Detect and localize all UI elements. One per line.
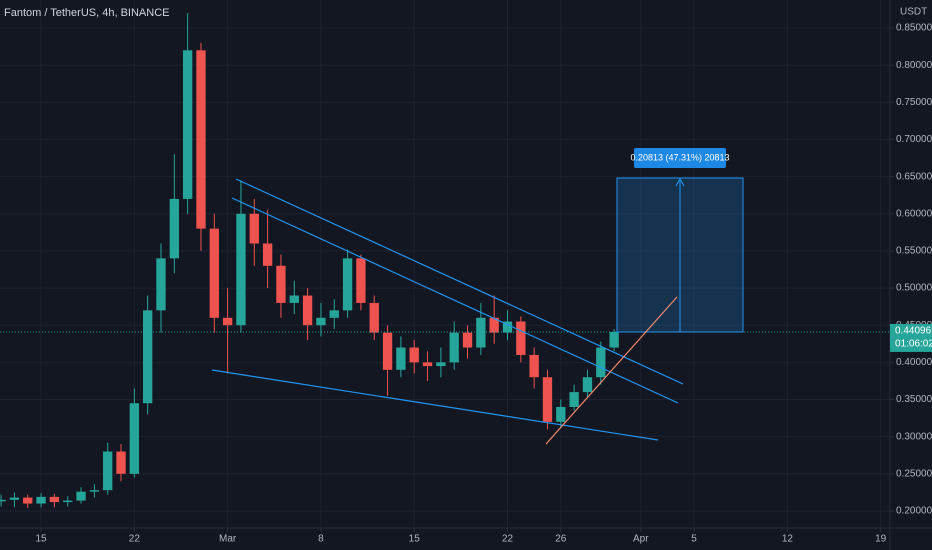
candle-body — [182, 50, 193, 199]
x-tick-label: Apr — [633, 534, 649, 545]
axes: 0.200000.250000.300000.350000.400000.450… — [35, 23, 932, 545]
x-tick-label: 15 — [35, 534, 47, 545]
candle-body — [289, 295, 299, 303]
x-tick-label: 12 — [782, 534, 794, 545]
drawings: 0.20813 (47.31%) 20813 — [211, 148, 744, 445]
candle-body — [422, 362, 433, 367]
candle-body — [316, 317, 326, 326]
candle-body — [76, 491, 86, 501]
candle-body — [342, 258, 353, 311]
y-tick-label: 0.30000 — [896, 431, 932, 442]
candle-body — [156, 258, 166, 311]
measure-label: 0.20813 (47.31%) 20813 — [630, 152, 729, 162]
y-tick-label: 0.65000 — [896, 171, 932, 182]
candle-body — [103, 451, 113, 491]
candle-body — [609, 331, 619, 348]
candle-body — [23, 497, 33, 504]
last-price-label: 0.44096 — [895, 326, 932, 337]
x-tick-label: 5 — [691, 534, 697, 545]
candle-body — [49, 496, 60, 503]
candle-body — [596, 347, 606, 378]
candle-body — [502, 321, 513, 333]
candle-body — [129, 403, 140, 474]
candle-body — [516, 321, 526, 355]
candle-body — [369, 302, 379, 333]
trend-line — [211, 369, 659, 441]
countdown: 01:06:02 — [895, 339, 932, 350]
y-tick-label: 0.20000 — [896, 506, 932, 517]
candle-body — [236, 213, 246, 326]
candle-body — [209, 228, 219, 318]
x-tick-label: 8 — [318, 534, 324, 545]
candle-body — [436, 362, 446, 367]
candle-body — [462, 332, 473, 348]
y-tick-label: 0.55000 — [896, 246, 932, 257]
y-tick-label: 0.50000 — [896, 283, 932, 294]
candle-body — [489, 317, 499, 333]
y-tick-label: 0.25000 — [896, 468, 932, 479]
y-unit: USDT — [900, 7, 927, 18]
candle-body — [276, 265, 286, 303]
chart-title: Fantom / TetherUS, 4h, BINANCE — [4, 7, 169, 19]
candle-body — [249, 213, 259, 244]
candle-body — [9, 497, 20, 500]
trend-line — [231, 197, 679, 404]
trend-line — [545, 296, 678, 445]
candle-body — [356, 258, 366, 303]
candle-body — [63, 500, 73, 503]
candle-body — [449, 332, 459, 363]
candle-body — [582, 377, 593, 393]
x-tick-label: 22 — [502, 534, 514, 545]
trend-line — [235, 178, 684, 385]
y-tick-label: 0.75000 — [896, 97, 932, 108]
candle-body — [262, 243, 273, 266]
candle-body — [116, 451, 126, 474]
candle-body — [36, 496, 46, 504]
measure-label-box — [634, 148, 726, 168]
candle-body — [569, 392, 579, 407]
y-tick-label: 0.70000 — [896, 134, 932, 145]
candle-body — [302, 295, 313, 326]
candle-body — [222, 317, 233, 326]
candle-body — [409, 347, 419, 363]
y-tick-label: 0.85000 — [896, 23, 932, 34]
candle-body — [476, 317, 486, 348]
candle-body — [196, 50, 206, 229]
x-tick-label: 26 — [555, 534, 567, 545]
x-tick-label: 19 — [875, 534, 887, 545]
candle-body — [529, 354, 539, 378]
last-price-box — [890, 323, 932, 352]
x-tick-label: 22 — [129, 534, 141, 545]
y-tick-label: 0.60000 — [896, 208, 932, 219]
candle-body — [542, 377, 553, 422]
candle-body — [143, 310, 153, 404]
candle-body — [169, 198, 179, 259]
y-tick-label: 0.80000 — [896, 60, 932, 71]
measure-arrowhead — [675, 177, 685, 187]
candle-body — [396, 347, 406, 370]
x-tick-label: 15 — [409, 534, 421, 545]
x-tick-label: Mar — [219, 534, 237, 545]
candle-body — [556, 406, 566, 422]
candle-body — [0, 499, 6, 502]
candle-body — [382, 332, 393, 370]
y-tick-label: 0.40000 — [896, 357, 932, 368]
y-tick-label: 0.35000 — [896, 394, 932, 405]
candle-body — [89, 490, 100, 492]
candle-body — [329, 310, 339, 318]
